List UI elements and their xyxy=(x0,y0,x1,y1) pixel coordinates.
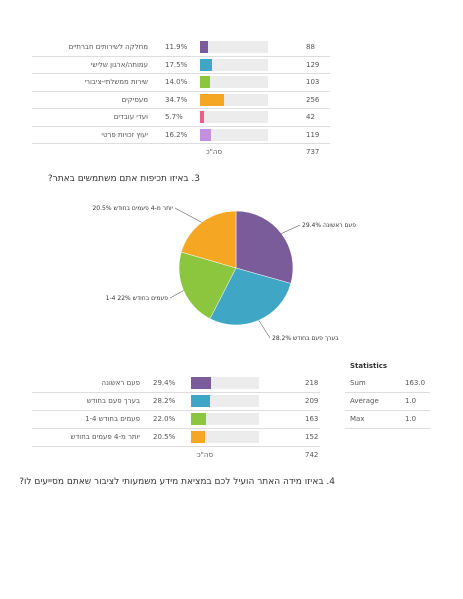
pie-category: פעם ראשונה xyxy=(323,222,356,229)
leader-line xyxy=(258,320,271,339)
bar xyxy=(191,431,205,443)
row-count: 163 xyxy=(305,415,319,423)
row-label: יותר מ-4 פעמים בחודש xyxy=(70,433,140,441)
row-percent: 17.5% xyxy=(165,60,188,69)
row-count: 218 xyxy=(305,379,319,387)
question-title: 4. באיזו מידה האתר הועיל לכם במציאת מידע… xyxy=(19,477,335,487)
leader-line xyxy=(281,224,301,234)
pie-label: פעם ראשונה 29.4% xyxy=(302,222,356,229)
stats-key: Max xyxy=(350,415,365,423)
row-label: עמותה/ארגון שלישי xyxy=(90,60,148,69)
pie-value-label: 20.5% xyxy=(92,205,113,212)
row-percent: 5.7% xyxy=(165,113,183,121)
row-label: יעוץ זכויות פרטי xyxy=(101,130,148,139)
pie-value-label: 28.2% xyxy=(272,335,293,342)
bar xyxy=(200,111,204,123)
row-rule xyxy=(32,90,330,92)
row-rule xyxy=(32,392,320,393)
stats-rule xyxy=(345,392,430,393)
row-percent: 29.4% xyxy=(153,379,176,387)
stats-value: 1.0 xyxy=(405,397,417,405)
row-percent: 34.7% xyxy=(165,95,188,104)
stats-value: 163.0 xyxy=(405,379,426,387)
bar-track xyxy=(200,111,268,123)
stats-value: 1.0 xyxy=(405,415,417,423)
row-rule xyxy=(32,55,330,57)
bar xyxy=(191,377,211,389)
row-count: 209 xyxy=(305,397,319,405)
bar-track xyxy=(200,128,268,141)
bar xyxy=(200,58,212,71)
pie-slice xyxy=(209,267,292,326)
pie-slice xyxy=(178,251,237,320)
stats-key: Average xyxy=(350,397,379,405)
row-percent: 28.2% xyxy=(153,397,176,405)
row-rule xyxy=(32,446,320,447)
leader-line xyxy=(174,207,202,223)
pie-value-label: 22% xyxy=(117,295,132,302)
stats-rule xyxy=(345,428,430,429)
row-count: 119 xyxy=(306,130,320,139)
row-label: פעם ראשונה xyxy=(101,379,141,387)
stats-rule xyxy=(345,410,430,411)
pie-category: 1-4 פעמים בחודש xyxy=(106,295,169,302)
bar-track xyxy=(200,41,268,53)
row-count: 88 xyxy=(306,43,315,51)
bar-track xyxy=(200,58,268,71)
row-label: פעמים בחודש 1-4 xyxy=(85,415,140,423)
pie-slice xyxy=(235,210,294,284)
pie-label: יותר מ-4 פעמים בחודש 20.5% xyxy=(92,205,173,212)
total: 737 xyxy=(306,148,320,156)
row-rule xyxy=(32,108,330,110)
pie-label: בערך פעם בחודש 28.2% xyxy=(272,335,339,342)
pie-category: בערך פעם בחודש xyxy=(293,335,339,342)
pie-category: יותר מ-4 פעמים בחודש xyxy=(113,205,173,212)
row-percent: 14.0% xyxy=(165,78,188,86)
total-label: סה"כ xyxy=(205,148,222,156)
row-count: 129 xyxy=(306,60,320,69)
bar xyxy=(200,76,210,88)
row-percent: 11.9% xyxy=(165,43,188,51)
row-rule xyxy=(32,73,330,75)
bar-track xyxy=(200,76,268,88)
leader-line xyxy=(169,290,184,299)
bar xyxy=(191,395,211,407)
row-percent: 20.5% xyxy=(153,433,176,441)
row-percent: 16.2% xyxy=(165,130,188,139)
bar xyxy=(200,41,209,53)
pie-label: 1-4 פעמים בחודש 22% xyxy=(106,295,169,302)
bar-track xyxy=(191,431,259,443)
question-title: 3. באיזו תכיפות אתם משתמשים באתר? xyxy=(47,174,200,184)
row-rule xyxy=(32,428,320,429)
stats-key: Sum xyxy=(350,379,366,387)
row-count: 256 xyxy=(306,95,320,104)
pie-slice xyxy=(180,210,237,269)
pie-value-label: 29.4% xyxy=(302,222,323,229)
row-count: 42 xyxy=(306,113,315,121)
row-label: מעסיקים xyxy=(121,95,148,104)
row-count: 103 xyxy=(306,78,320,86)
total: 742 xyxy=(305,451,319,459)
row-percent: 22.0% xyxy=(153,415,176,423)
row-label: שירות ממשלתי-ציבורי xyxy=(84,78,148,86)
bar xyxy=(200,93,224,106)
row-rule xyxy=(32,125,330,127)
row-count: 152 xyxy=(305,433,319,441)
row-rule xyxy=(32,143,330,145)
bar xyxy=(200,128,212,141)
row-label: בערך פעם בחודש xyxy=(86,397,140,405)
total-label: סה"כ xyxy=(196,451,213,459)
row-label: מחלקה לשירותים חברתיים xyxy=(68,43,148,51)
row-label: ועדי עובדים xyxy=(113,113,148,121)
bar xyxy=(191,413,206,425)
stats-title: Statistics xyxy=(350,362,388,370)
row-rule xyxy=(32,410,320,411)
bar-track xyxy=(191,413,259,425)
